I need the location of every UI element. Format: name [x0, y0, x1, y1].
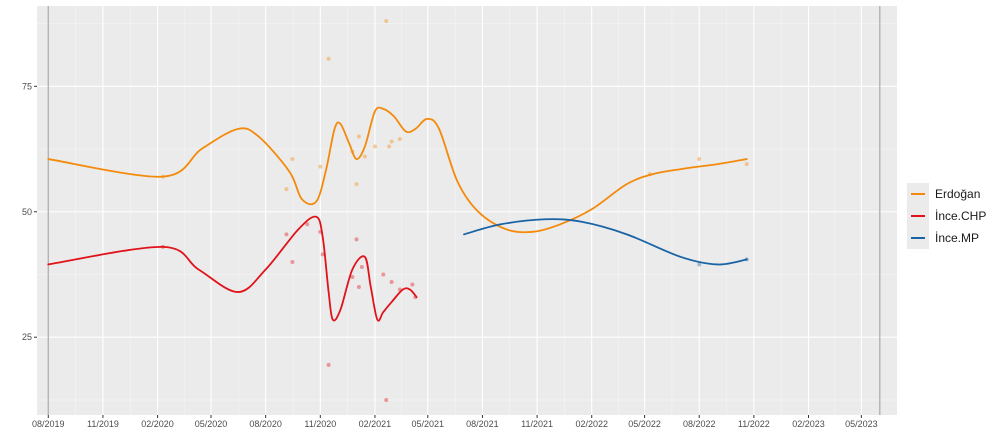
point-ince-mp: [697, 262, 702, 267]
x-axis: 08/2019 11/2019 02/2020 05/2020 08/2020 11/20…: [32, 415, 878, 429]
x-tick-label: 08/2019: [32, 419, 65, 429]
point-ince-chp: [284, 232, 289, 237]
point-ince-chp: [290, 259, 295, 264]
point-erdogan: [372, 144, 377, 149]
x-tick-label: 11/2019: [87, 419, 119, 429]
legend-label-ince-mp: İnce.MP: [935, 231, 980, 245]
point-erdogan: [350, 149, 355, 154]
point-erdogan: [284, 187, 289, 192]
x-tick-label: 11/2022: [738, 419, 770, 429]
point-ince-chp: [413, 295, 418, 300]
point-ince-mp: [744, 257, 749, 262]
point-erdogan: [290, 157, 295, 162]
legend-line-ince-mp: [911, 237, 925, 239]
point-ince-chp: [359, 264, 364, 269]
point-erdogan: [387, 144, 392, 149]
point-ince-chp: [326, 362, 331, 367]
point-erdogan: [362, 154, 367, 159]
y-tick-label: 75: [22, 81, 32, 91]
point-ince-chp: [389, 280, 394, 285]
x-tick-label: 11/2020: [304, 419, 336, 429]
x-tick-label: 02/2023: [792, 419, 825, 429]
y-axis: 25 50 75: [22, 81, 37, 342]
legend-key-ince-chp: [907, 205, 929, 227]
point-ince-chp: [410, 282, 415, 287]
series-points: [160, 19, 749, 402]
legend-item-ince-mp: İnce.MP: [907, 227, 997, 249]
point-erdogan: [326, 56, 331, 61]
x-tick-label: 02/2021: [359, 419, 392, 429]
x-tick-label: 08/2021: [466, 419, 499, 429]
point-ince-chp: [320, 252, 325, 257]
point-erdogan: [697, 157, 702, 162]
x-tick-label: 08/2020: [249, 419, 282, 429]
point-erdogan: [389, 139, 394, 144]
legend-key-erdogan: [907, 183, 929, 205]
point-ince-chp: [350, 274, 355, 279]
x-tick-label: 08/2022: [683, 419, 716, 429]
y-tick-label: 50: [22, 207, 32, 217]
point-erdogan: [356, 134, 361, 139]
point-erdogan: [160, 174, 165, 179]
series-line-ince-mp: [463, 218, 748, 266]
series-lines: [47, 106, 748, 322]
legend-label-erdogan: Erdoğan: [935, 187, 981, 201]
point-ince-chp: [397, 287, 402, 292]
x-tick-label: 02/2020: [141, 419, 174, 429]
point-erdogan: [397, 136, 402, 141]
reference-lines: [47, 6, 881, 415]
legend-label-ince-chp: İnce.CHP: [935, 209, 987, 223]
point-erdogan: [354, 182, 359, 187]
legend-key-ince-mp: [907, 227, 929, 249]
y-tick-label: 25: [22, 332, 32, 342]
point-erdogan: [744, 162, 749, 167]
x-tick-label: 02/2022: [575, 419, 608, 429]
plot-panel: [37, 6, 897, 415]
point-erdogan: [384, 19, 389, 24]
legend: Erdoğan İnce.CHP İnce.MP: [907, 183, 997, 249]
series-line-ince-chp: [47, 215, 418, 322]
point-ince-chp: [305, 222, 310, 227]
x-tick-label: 05/2021: [412, 419, 445, 429]
point-ince-chp: [160, 244, 165, 249]
x-tick-label: 05/2022: [628, 419, 661, 429]
point-ince-chp: [384, 397, 389, 402]
point-ince-chp: [381, 272, 386, 277]
x-tick-label: 05/2020: [195, 419, 228, 429]
x-tick-label: 11/2021: [521, 419, 553, 429]
series-line-erdogan: [47, 106, 748, 234]
point-ince-chp: [354, 237, 359, 242]
legend-item-ince-chp: İnce.CHP: [907, 205, 997, 227]
legend-line-ince-chp: [911, 215, 925, 217]
point-ince-chp: [356, 285, 361, 290]
point-erdogan: [647, 172, 652, 177]
point-erdogan: [318, 164, 323, 169]
point-ince-chp: [318, 229, 323, 234]
legend-item-erdogan: Erdoğan: [907, 183, 997, 205]
legend-line-erdogan: [911, 193, 925, 195]
x-tick-label: 05/2023: [845, 419, 878, 429]
